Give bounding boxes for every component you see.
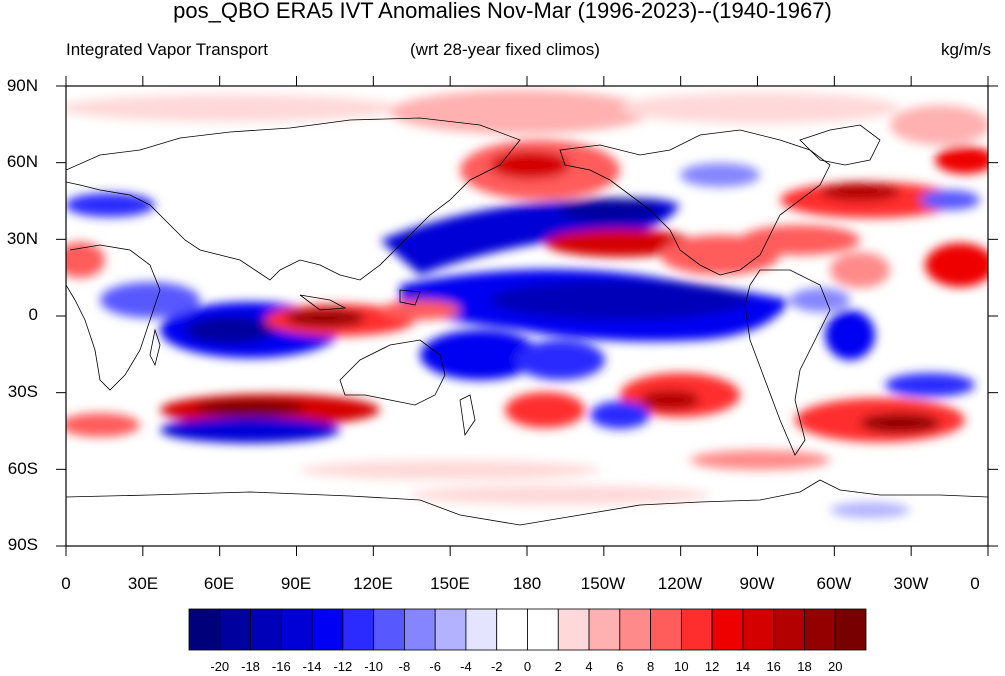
- axis-ticks: [56, 76, 998, 556]
- colorbar-tick-label: 4: [585, 659, 593, 674]
- lon-label-90e: 90E: [280, 574, 312, 593]
- colorbar-swatch: [188, 608, 221, 651]
- colorbar-tick-label: 18: [797, 659, 812, 674]
- colorbar-tick-label: 2: [554, 659, 562, 674]
- colorbar-tick-label: -8: [398, 659, 411, 674]
- lat-label-90s: 90S: [7, 535, 38, 554]
- colorbar-swatch: [250, 608, 282, 651]
- colorbar-swatch: [588, 608, 621, 651]
- colorbar-tick-label: -2: [490, 659, 503, 674]
- lon-label-0-end: 0: [970, 574, 980, 593]
- coastlines: [66, 117, 988, 526]
- colorbar-tick-label: -4: [460, 659, 472, 674]
- lon-label-90w: 90W: [739, 574, 775, 593]
- colorbar-swatch: [650, 608, 682, 651]
- colorbar-tick-label: -10: [364, 659, 384, 674]
- colorbar-swatch: [311, 608, 344, 651]
- colorbar-swatch: [557, 608, 590, 651]
- colorbar-tick-label: 6: [616, 659, 624, 674]
- units-label: kg/m/s: [940, 40, 991, 59]
- colorbar-swatch: [373, 608, 405, 651]
- lat-label-eq: 0: [28, 305, 38, 324]
- colorbar-swatch: [219, 608, 251, 651]
- lat-label-30n: 30N: [6, 229, 38, 248]
- lat-label-60n: 60N: [6, 152, 38, 171]
- colorbar-swatch: [527, 608, 559, 651]
- colorbar-tick-label: 20: [827, 659, 843, 674]
- lat-label-30s: 30S: [7, 382, 38, 401]
- lat-label-90n: 90N: [6, 76, 38, 95]
- colorbar-swatch: [680, 608, 713, 651]
- colorbar-tick-label: 8: [646, 659, 655, 674]
- colorbar-tick-label: 12: [704, 659, 720, 674]
- colorbar-swatch: [742, 608, 775, 651]
- colorbar-swatch: [342, 608, 375, 651]
- colorbar-swatch: [404, 608, 436, 651]
- colorbar-swatch: [434, 608, 467, 651]
- colorbar-swatch: [465, 608, 498, 651]
- lon-label-60w: 60W: [816, 574, 852, 593]
- lat-label-60s: 60S: [7, 459, 38, 478]
- lon-label-150e: 150E: [430, 574, 470, 593]
- lon-label-30w: 30W: [893, 574, 929, 593]
- colorbar-tick-label: -16: [271, 659, 291, 674]
- variable-label: Integrated Vapor Transport: [66, 40, 268, 59]
- colorbar-tick-label: 10: [674, 659, 689, 674]
- colorbar-tick-label: -14: [302, 659, 322, 674]
- figure-title: pos_QBO ERA5 IVT Anomalies Nov-Mar (1996…: [173, 0, 832, 23]
- colorbar: [188, 608, 867, 651]
- colorbar-tick-label: -18: [241, 659, 260, 674]
- colorbar-swatch: [280, 608, 313, 651]
- colorbar-swatch: [619, 608, 651, 651]
- colorbar-tick-label: -20: [210, 659, 230, 674]
- climatology-note: (wrt 28-year fixed climos): [410, 40, 600, 59]
- colorbar-tick-label: 16: [766, 659, 781, 674]
- colorbar-tick-label: 0: [523, 659, 532, 674]
- colorbar-swatch: [711, 608, 744, 651]
- lon-label-120e: 120E: [353, 574, 393, 593]
- lon-label-180: 180: [512, 574, 542, 593]
- lon-label-0: 0: [61, 574, 71, 593]
- lon-label-60e: 60E: [203, 574, 235, 593]
- colorbar-tick-label: -6: [429, 659, 441, 674]
- anomaly-field: [66, 90, 988, 526]
- colorbar-tick-label: 14: [735, 659, 751, 674]
- lon-label-120w: 120W: [657, 574, 703, 593]
- colorbar-swatch: [834, 608, 867, 651]
- lon-label-30e: 30E: [127, 574, 159, 593]
- colorbar-swatch: [496, 608, 528, 651]
- colorbar-swatch: [804, 608, 836, 651]
- colorbar-tick-label: -12: [333, 659, 353, 674]
- colorbar-swatch: [773, 608, 805, 651]
- lon-label-150w: 150W: [580, 574, 626, 593]
